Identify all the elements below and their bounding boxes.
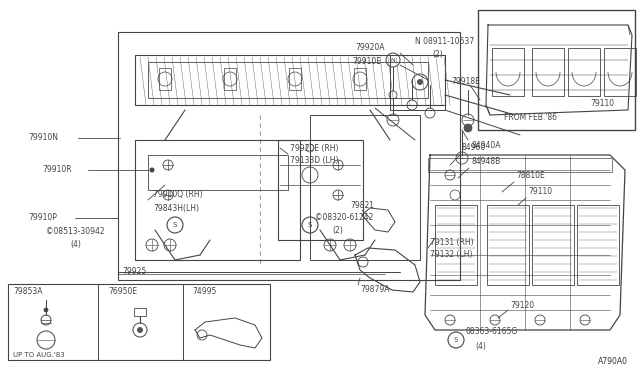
Bar <box>435 205 477 285</box>
Text: 79910E: 79910E <box>352 58 381 67</box>
Text: ©08513-30942: ©08513-30942 <box>46 228 104 237</box>
Circle shape <box>150 167 154 173</box>
Circle shape <box>417 79 423 85</box>
Text: 79131 (RH): 79131 (RH) <box>430 237 474 247</box>
Bar <box>278 140 363 240</box>
Text: A790A0: A790A0 <box>598 357 628 366</box>
Text: 76950E: 76950E <box>108 288 137 296</box>
Circle shape <box>137 327 143 333</box>
Text: UP TO AUG.'83: UP TO AUG.'83 <box>13 352 65 358</box>
Bar <box>135 140 300 260</box>
Text: FROM FEB.'86: FROM FEB.'86 <box>504 113 557 122</box>
Text: 79920A: 79920A <box>355 44 385 52</box>
Text: 79853A: 79853A <box>13 288 42 296</box>
Bar <box>390 55 445 110</box>
Bar <box>159 68 171 90</box>
Text: (4): (4) <box>70 240 81 248</box>
Text: 79133D (LH): 79133D (LH) <box>290 155 339 164</box>
Bar <box>8 284 270 360</box>
Text: S: S <box>308 222 312 228</box>
Circle shape <box>44 308 48 312</box>
Bar <box>289 68 301 90</box>
Text: 79132 (LH): 79132 (LH) <box>430 250 472 259</box>
Text: 74995: 74995 <box>192 288 216 296</box>
Text: 79843H(LH): 79843H(LH) <box>153 203 199 212</box>
Text: 79910R: 79910R <box>42 166 72 174</box>
Text: 79910P: 79910P <box>28 214 57 222</box>
Text: 79120: 79120 <box>510 301 534 310</box>
Bar <box>577 205 619 285</box>
Text: (4): (4) <box>475 341 486 350</box>
Text: (2): (2) <box>432 49 443 58</box>
Text: N: N <box>390 58 396 62</box>
Text: (2): (2) <box>332 225 343 234</box>
Text: 79821: 79821 <box>350 201 374 209</box>
Text: 79110: 79110 <box>528 187 552 196</box>
Text: 79918E: 79918E <box>451 77 480 87</box>
Text: S: S <box>173 222 177 228</box>
Text: S: S <box>454 337 458 343</box>
Text: 79910Q (RH): 79910Q (RH) <box>153 190 203 199</box>
Text: 79879A: 79879A <box>360 285 390 295</box>
Text: 79910N: 79910N <box>28 134 58 142</box>
Bar <box>532 48 564 96</box>
Text: ©08320-61242: ©08320-61242 <box>315 214 373 222</box>
Bar <box>224 68 236 90</box>
Text: 79925: 79925 <box>122 266 147 276</box>
Bar <box>310 115 420 260</box>
Text: 79920E (RH): 79920E (RH) <box>290 144 339 153</box>
Bar <box>492 48 524 96</box>
Text: 78810E: 78810E <box>516 171 545 180</box>
Circle shape <box>464 124 472 132</box>
Bar <box>604 48 636 96</box>
Bar <box>487 205 529 285</box>
Bar <box>118 32 460 280</box>
Text: N 08911-10637: N 08911-10637 <box>415 38 474 46</box>
Bar <box>532 205 574 285</box>
Text: 79110: 79110 <box>590 99 614 108</box>
Bar <box>568 48 600 96</box>
Bar <box>135 55 445 105</box>
Text: 08363-6165G: 08363-6165G <box>466 327 518 337</box>
Text: 84960: 84960 <box>462 144 486 153</box>
Bar <box>354 68 366 90</box>
Bar <box>148 62 428 98</box>
Bar <box>134 308 146 316</box>
Bar <box>428 158 612 172</box>
Text: 84940A: 84940A <box>472 141 502 150</box>
Bar <box>478 10 635 130</box>
Text: 84948B: 84948B <box>471 157 500 167</box>
Bar <box>148 155 288 190</box>
